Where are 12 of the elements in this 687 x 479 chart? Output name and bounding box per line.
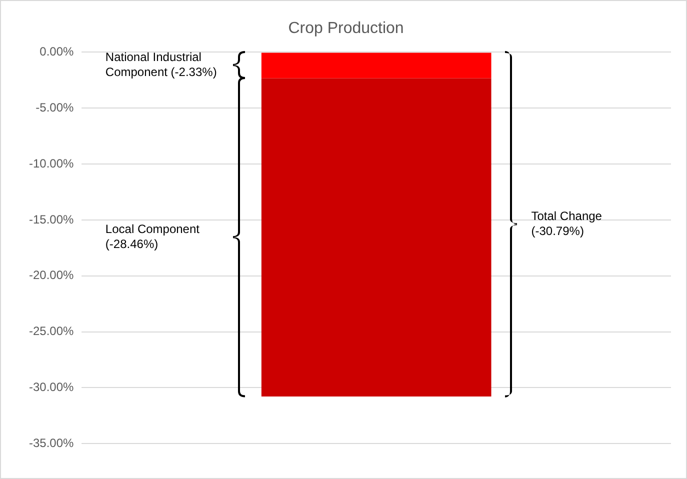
y-tick-label: 0.00% <box>40 44 74 59</box>
y-tick-label: -35.00% <box>28 436 74 450</box>
annotation: Local Component (-28.46%) <box>105 222 200 252</box>
y-tick-label: -15.00% <box>28 212 74 226</box>
y-tick-label: -30.00% <box>28 380 74 394</box>
y-tick-label: -20.00% <box>28 268 74 282</box>
y-tick-label: -5.00% <box>36 100 74 114</box>
annotation: Total Change (-30.79%) <box>531 209 603 240</box>
y-tick-label: -25.00% <box>28 324 74 338</box>
annotation: National Industrial Component (-2.33%) <box>105 50 218 80</box>
y-tick-label: -10.00% <box>28 156 74 170</box>
chart-title: Crop Production <box>288 20 404 38</box>
